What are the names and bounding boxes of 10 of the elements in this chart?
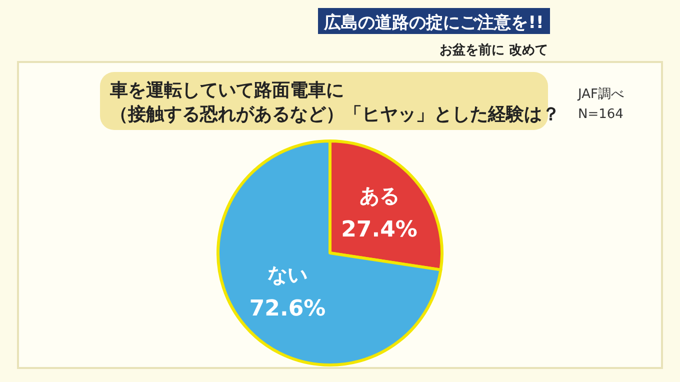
text: お盆を前に 改めて: [439, 42, 548, 58]
text: 広島の道路の掟にご注意を!!: [323, 13, 544, 33]
data-label: 72.6%: [249, 296, 326, 322]
chart-title: 車を運転していて路面電車に（接触する恐れがあるなど）「ヒヤッ」とした経験は？: [109, 80, 560, 125]
slice-label: ない: [268, 262, 308, 287]
text: JAF調べ: [577, 87, 624, 102]
data-label: 27.4%: [341, 218, 418, 243]
text: N=164: [578, 107, 624, 122]
pie-slice: [216, 140, 442, 366]
slice-label: ある: [359, 184, 400, 208]
